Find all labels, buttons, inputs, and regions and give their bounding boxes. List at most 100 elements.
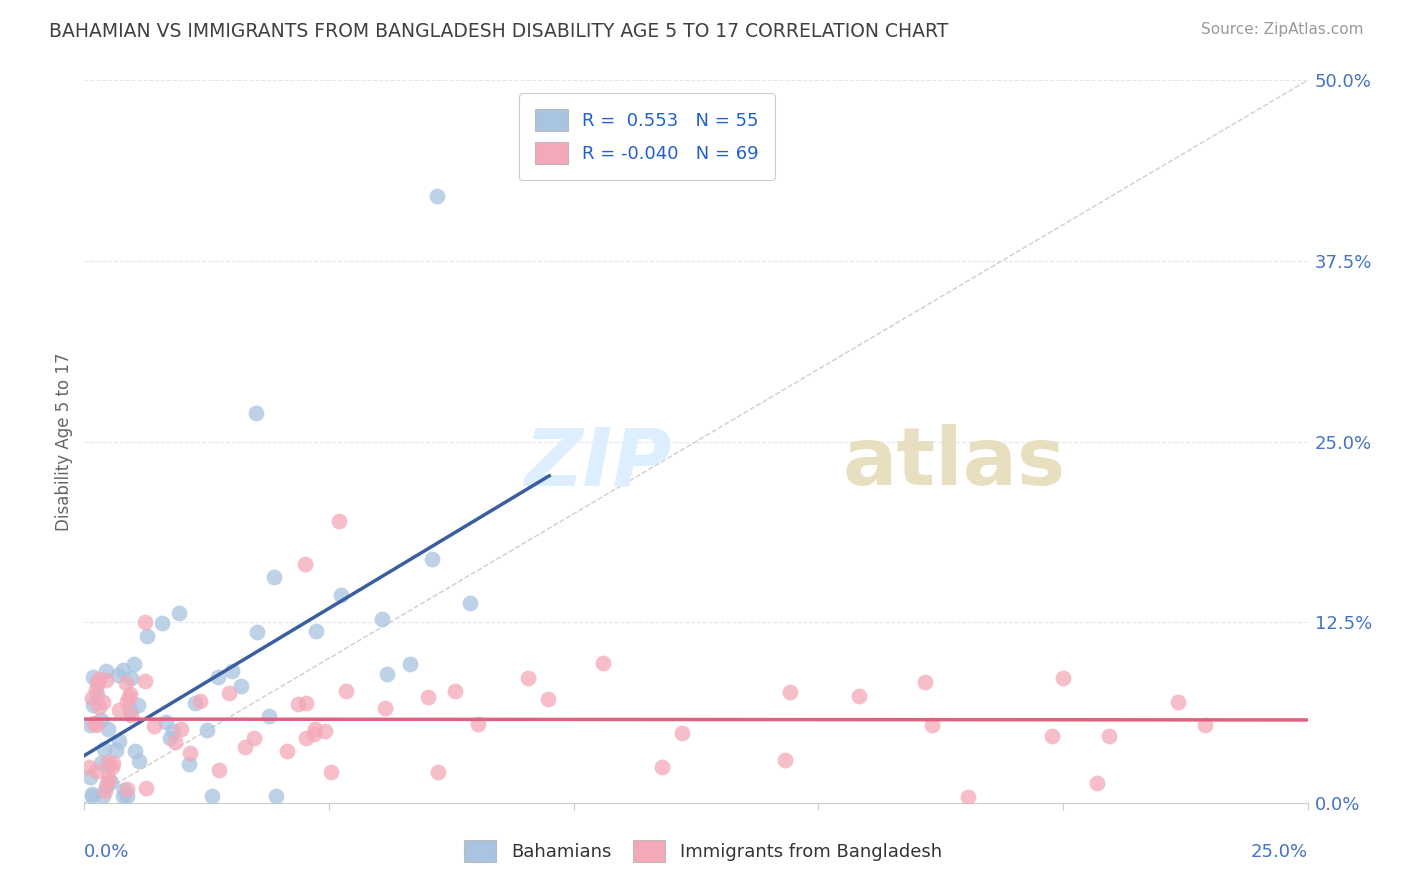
Point <box>83 715 105 730</box>
Point <box>779 685 801 699</box>
Point <box>246 625 269 640</box>
Text: 25.0%: 25.0% <box>1250 843 1308 861</box>
Point <box>257 709 280 723</box>
Point <box>155 714 177 729</box>
Point <box>1052 671 1074 685</box>
Point <box>294 558 316 572</box>
Point <box>79 770 101 784</box>
Point <box>91 789 114 803</box>
Point <box>86 676 108 690</box>
Point <box>264 789 287 803</box>
Point <box>112 789 135 803</box>
Point <box>467 717 489 731</box>
Point <box>79 718 101 732</box>
Point <box>118 703 141 717</box>
Point <box>124 744 146 758</box>
Point <box>82 670 104 684</box>
Point <box>120 671 142 685</box>
Point <box>101 756 124 771</box>
Point <box>107 668 129 682</box>
Point <box>443 684 465 698</box>
Point <box>592 656 614 670</box>
Point <box>135 780 157 795</box>
Point <box>233 739 256 754</box>
Text: BAHAMIAN VS IMMIGRANTS FROM BANGLADESH DISABILITY AGE 5 TO 17 CORRELATION CHART: BAHAMIAN VS IMMIGRANTS FROM BANGLADESH D… <box>49 22 949 41</box>
Point <box>112 783 135 797</box>
Point <box>97 774 120 789</box>
Point <box>93 742 115 756</box>
Point <box>94 779 117 793</box>
Point <box>115 789 138 803</box>
Point <box>84 718 107 732</box>
Point <box>90 713 112 727</box>
Point <box>328 514 350 528</box>
Point <box>142 719 165 733</box>
Point <box>107 734 129 748</box>
Point <box>165 735 187 749</box>
Point <box>375 667 398 681</box>
Point <box>112 663 135 677</box>
Point <box>231 679 253 693</box>
Point <box>243 731 266 746</box>
Point <box>97 756 120 770</box>
Point <box>426 189 449 203</box>
Point <box>100 774 122 789</box>
Point <box>295 696 318 710</box>
Point <box>914 675 936 690</box>
Point <box>91 695 114 709</box>
Point <box>90 756 112 770</box>
Point <box>921 718 943 732</box>
Point <box>420 552 443 566</box>
Point <box>200 789 222 803</box>
Point <box>221 665 243 679</box>
Point <box>287 698 309 712</box>
Point <box>218 686 240 700</box>
Point <box>94 784 117 798</box>
Point <box>159 731 181 745</box>
Point <box>302 727 325 741</box>
Point <box>458 596 481 610</box>
Point <box>82 787 104 801</box>
Point <box>208 763 231 777</box>
Point <box>1194 718 1216 732</box>
Point <box>162 724 184 739</box>
Point <box>118 687 141 701</box>
Point <box>117 694 139 708</box>
Point <box>100 760 122 774</box>
Point <box>335 684 357 698</box>
Point <box>671 725 693 739</box>
Point <box>276 744 298 758</box>
Point <box>245 406 267 420</box>
Point <box>82 698 104 712</box>
Point <box>371 612 394 626</box>
Point <box>207 670 229 684</box>
Point <box>104 742 127 756</box>
Point <box>150 615 173 630</box>
Point <box>179 757 201 772</box>
Point <box>184 696 207 710</box>
Point <box>517 671 540 685</box>
Point <box>398 657 420 672</box>
Point <box>170 722 193 736</box>
Point <box>86 689 108 703</box>
Point <box>79 760 101 774</box>
Point <box>179 746 201 760</box>
Point <box>96 664 118 678</box>
Point <box>82 789 104 803</box>
Point <box>122 657 145 672</box>
Point <box>1085 776 1108 790</box>
Point <box>773 753 796 767</box>
Point <box>188 694 211 708</box>
Point <box>263 569 285 583</box>
Text: ZIP: ZIP <box>524 425 672 502</box>
Point <box>427 765 450 780</box>
Point <box>89 700 111 714</box>
Point <box>537 691 560 706</box>
Point <box>195 723 218 738</box>
Point <box>304 723 326 737</box>
Point <box>97 758 120 772</box>
Point <box>848 689 870 703</box>
Legend: R =  0.553   N = 55, R = -0.040   N = 69: R = 0.553 N = 55, R = -0.040 N = 69 <box>519 93 775 180</box>
Point <box>80 690 103 705</box>
Point <box>330 588 353 602</box>
